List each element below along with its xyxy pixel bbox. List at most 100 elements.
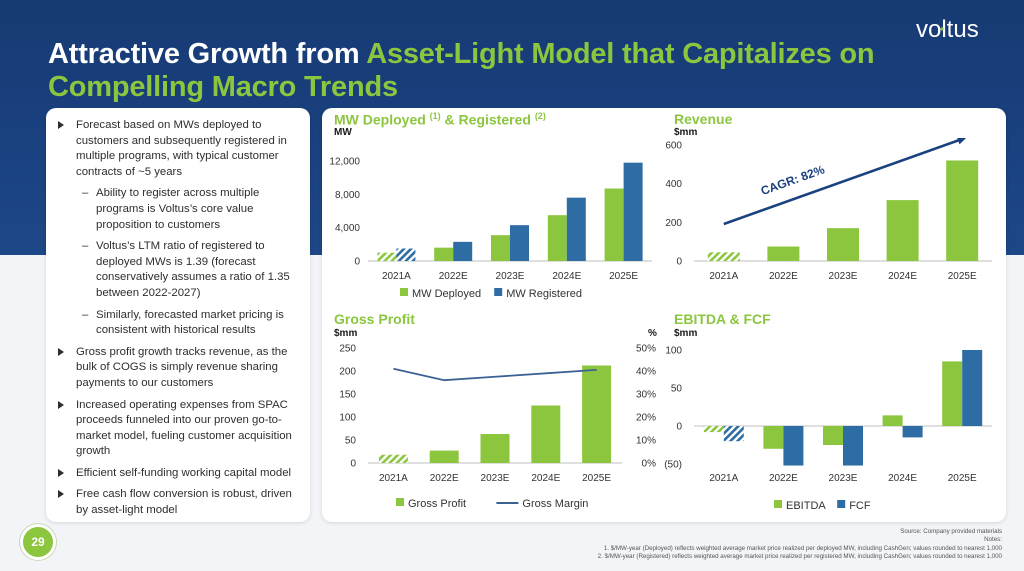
x-tick-label: 2025E [948,271,977,282]
slide-title: Attractive Growth from Asset-Light Model… [48,38,948,104]
sub-bullet-item: – Voltus’s LTM ratio of registered to dep… [54,239,304,301]
bar-mw-deployed-2024e [547,215,567,261]
bar-fcf-2021a [723,426,744,442]
legend-label-mw-deployed: MW Deployed [412,288,481,300]
y-tick-label: (50) [664,460,682,471]
bar-fcf-2022e [783,426,804,466]
y-tick-label: 400 [665,179,682,190]
revenue-chart-title: Revenue [674,111,733,127]
sub-bullet-item: – Ability to register across multiple pro… [54,186,304,233]
bullet-triangle-icon [58,490,64,499]
cagr-annotation: CAGR: 82% [759,162,827,198]
legend-swatch-gross-profit [396,498,404,506]
legend-label-ebitda: EBITDA [786,500,826,512]
x-tick-label: 2023E [829,473,858,484]
x-tick-label: 2024E [888,473,917,484]
y-tick-label: 50 [345,436,357,447]
bar-mw-deployed-2022e [434,247,454,261]
bar-value-2023e [827,228,859,261]
y-tick-label: 50 [671,384,683,395]
x-tick-label: 2025E [948,473,977,484]
bullets-card: Forecast based on MWs deployed to custom… [46,108,310,522]
bar-ebitda-2024e [882,415,903,426]
bar-value-2025e [946,160,979,261]
y2-tick-label: 10% [636,436,656,447]
bar-gross-profit-2023e [480,434,510,463]
bullet-dash-icon: – [82,187,89,200]
title-green: Asset-Light Model that Capitalizes on Co… [48,38,875,103]
x-tick-label: 2023E [829,271,858,282]
bullet-list: Forecast based on MWs deployed to custom… [54,118,304,525]
mw-title-sup1: (1) [429,111,441,121]
bar-mw-registered-2021a [396,248,416,261]
bullet-triangle-icon [58,468,64,477]
footnote-source: Source: Company provided materials [900,528,1002,535]
x-tick-label: 2022E [769,473,798,484]
bullet-dash-icon: – [82,240,89,253]
bar-mw-registered-2025e [623,162,643,261]
x-tick-label: 2025E [609,271,638,282]
bullet-text: Similarly, forecasted market pricing is … [96,308,284,337]
revenue-chart: 0 200 400 600 2021A 2022E 2023E 2024E 2025E CAGR:… [665,138,992,282]
gross-profit-chart-title: Gross Profit [334,311,415,327]
charts-card: MW Deployed (1) & Registered (2) MW 0 4,0… [322,108,1006,522]
voltus-logo: voltus [916,16,979,43]
bullet-triangle-icon [58,121,64,129]
bar-fcf-2024e [902,426,923,438]
bullet-text: Free cash flow conversion is robust, dri… [76,488,292,517]
legend-swatch-mw-deployed [400,288,408,296]
bar-value-2021a [707,252,740,261]
bullet-item: Increased operating expenses from SPAC p… [54,398,304,460]
title-white: Attractive Growth from [48,38,367,70]
mw-title-mid: & Registered [440,111,531,128]
gross-margin-unit: % [648,328,657,339]
ebitda-chart-title: EBITDA & FCF [674,311,771,327]
bar-gross-profit-2021a [378,454,408,463]
x-tick-label: 2022E [439,271,468,282]
bar-mw-deployed-2021a [377,252,397,261]
y-tick-label: 200 [665,218,682,229]
bar-gross-profit-2024e [531,405,561,463]
bullet-item: Efficient self-funding working capital m… [54,466,304,482]
x-tick-label: 2022E [430,473,459,484]
x-tick-label: 2022E [769,271,798,282]
x-tick-label: 2021A [709,473,738,484]
bar-mw-deployed-2023e [491,235,510,261]
bullet-text: Voltus’s LTM ratio of registered to depl… [96,240,290,299]
x-tick-label: 2021A [382,271,411,282]
legend-label-mw-registered: MW Registered [506,288,582,300]
legend-label-gross-profit: Gross Profit [408,498,466,510]
footnote-2: 2. $/MW-year (Registered) reflects weigh… [597,553,1002,561]
ebitda-unit: $mm [674,328,698,339]
bullet-item: Gross profit growth tracks revenue, as t… [54,345,304,392]
bar-fcf-2025e [962,350,983,426]
x-tick-label: 2024E [531,473,560,484]
x-tick-label: 2023E [496,271,525,282]
y-tick-label: 4,000 [335,223,360,234]
footnote-notes-label: Notes: [984,536,1002,544]
y-tick-label: 0 [676,257,682,268]
bar-gross-profit-2025e [582,365,612,463]
mw-chart: 0 4,000 8,000 12,000 2021A 2022E 2023E 2024E 202… [329,157,652,300]
bar-mw-registered-2022e [453,241,473,261]
cagr-arrow-head [957,138,967,145]
legend-swatch-ebitda [774,500,782,508]
mw-title-sup2: (2) [534,111,546,121]
y-tick-label: 100 [665,346,682,357]
logo-dot [940,27,944,31]
y-tick-label: 250 [339,344,356,355]
bar-mw-deployed-2025e [604,188,624,261]
bullet-text: Increased operating expenses from SPAC p… [76,398,292,458]
mw-chart-title: MW Deployed (1) & Registered (2) [334,111,546,128]
legend-swatch-fcf [837,500,846,508]
bar-ebitda-2022e [763,426,784,449]
bar-value-2024e [886,200,919,261]
y-tick-label: 0 [354,257,360,268]
bar-ebitda-2023e [823,426,843,445]
gross-profit-unit: $mm [334,328,358,339]
bullet-dash-icon: – [82,308,89,321]
y-tick-label: 150 [339,390,356,401]
bar-fcf-2023e [843,426,863,466]
bullet-triangle-icon [58,347,64,356]
x-tick-label: 2025E [582,473,611,484]
